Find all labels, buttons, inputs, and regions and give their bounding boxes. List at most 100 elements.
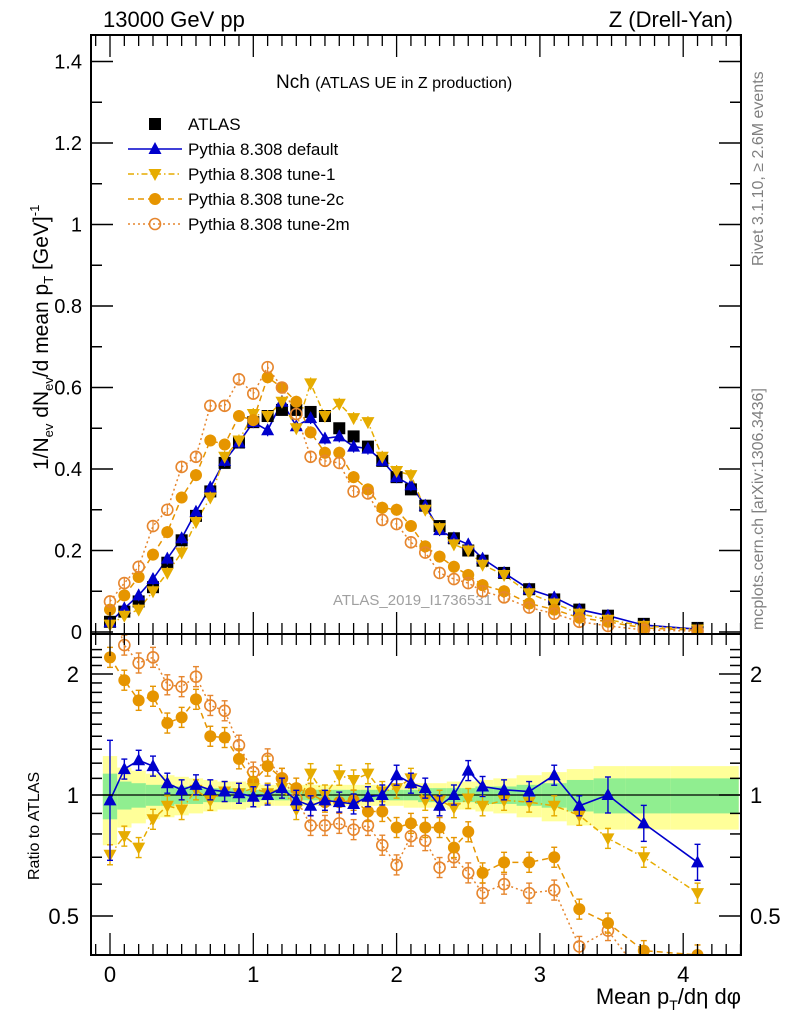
series-point-2 xyxy=(275,396,289,409)
ratio-point-2 xyxy=(189,693,202,706)
ratio-point-0 xyxy=(117,762,131,775)
series-point-4 xyxy=(304,450,317,464)
ratio-point-3 xyxy=(497,877,511,891)
ratio-point-2 xyxy=(161,717,174,730)
ratio-y-tick-label-left: 0.5 xyxy=(48,904,79,929)
series-point-3 xyxy=(404,520,417,533)
svg-text:Mean pT/dη dφ: Mean pT/dη dφ xyxy=(596,984,741,1013)
ratio-point-0 xyxy=(361,789,375,802)
ratio-point-0 xyxy=(347,796,361,809)
series-point-1 xyxy=(318,431,332,444)
series-point-1 xyxy=(304,411,318,424)
ratio-point-2 xyxy=(104,651,116,664)
ratio-point-0 xyxy=(261,788,275,800)
x-tick-label: 4 xyxy=(677,962,689,987)
ratio-point-1 xyxy=(132,842,146,855)
ratio-point-0 xyxy=(572,798,586,811)
series-point-4 xyxy=(390,517,403,531)
ratio-point-2 xyxy=(146,690,159,703)
stat-band xyxy=(625,778,671,814)
y-tick-label: 1 xyxy=(71,215,82,237)
ratio-point-2 xyxy=(404,817,417,830)
legend-label: Pythia 8.308 default xyxy=(188,140,339,159)
mcplots-label: mcplots.cern.ch [arXiv:1306.3436] xyxy=(750,388,767,630)
ratio-point-2 xyxy=(376,805,389,818)
series-point-2 xyxy=(146,586,160,599)
series-point-4 xyxy=(461,576,475,590)
series-point-2 xyxy=(447,539,461,552)
ratio-point-1 xyxy=(547,800,561,813)
ratio-plot-area xyxy=(91,634,741,955)
series-point-2 xyxy=(347,413,361,426)
series-point-1 xyxy=(189,504,203,517)
series-point-1 xyxy=(203,480,217,493)
ratio-point-1 xyxy=(447,802,461,815)
ratio-point-3 xyxy=(547,883,561,897)
ratio-point-0 xyxy=(275,781,289,794)
ratio-point-3 xyxy=(461,866,475,880)
y-tick-label: 0.2 xyxy=(54,541,82,563)
y-tick-label: 0.6 xyxy=(54,378,82,400)
series-point-4 xyxy=(447,572,461,586)
series-point-4 xyxy=(332,456,346,470)
series-point-4 xyxy=(547,607,561,620)
ratio-point-0 xyxy=(218,784,232,797)
series-point-3 xyxy=(347,471,360,484)
ratio-point-1 xyxy=(175,804,189,817)
series-point-4 xyxy=(375,513,389,527)
ratio-point-3 xyxy=(161,678,174,692)
ratio-point-2 xyxy=(573,903,586,916)
y-tick-label: 1.4 xyxy=(54,52,82,74)
ratio-y-tick-label-left: 2 xyxy=(67,662,79,687)
ratio-point-0 xyxy=(375,788,389,800)
ratio-point-2 xyxy=(462,825,475,838)
analysis-watermark: ATLAS_2019_I1736531 xyxy=(333,592,492,609)
series-point-3 xyxy=(204,434,217,447)
ratio-point-2 xyxy=(390,821,403,834)
ratio-point-0 xyxy=(601,788,615,800)
ratio-line-3 xyxy=(119,634,628,955)
svg-text:Nch (ATLAS UE in Z production): Nch (ATLAS UE in Z production) xyxy=(276,72,512,93)
rivet-label: Rivet 3.1.10, ≥ 2.6M events xyxy=(750,71,767,266)
ratio-y-tick-label-left: 1 xyxy=(67,783,79,808)
ratio-point-2 xyxy=(498,856,511,869)
series-point-2 xyxy=(390,466,404,479)
y-tick-label: 0.8 xyxy=(54,296,82,318)
series-point-3 xyxy=(189,469,202,482)
ratio-point-1 xyxy=(203,795,217,808)
ratio-point-1 xyxy=(691,888,705,901)
ratio-y-tick-label-right: 0.5 xyxy=(750,904,781,929)
ratio-point-2 xyxy=(261,760,274,773)
series-point-2 xyxy=(160,567,174,580)
ratio-point-1 xyxy=(347,774,361,787)
series-point-2 xyxy=(433,523,447,536)
series-point-4 xyxy=(218,399,231,413)
series-point-3 xyxy=(175,491,188,504)
y-axis-label-bottom: Ratio to ATLAS xyxy=(26,772,43,880)
series-point-2 xyxy=(375,451,389,464)
series-point-4 xyxy=(247,387,260,400)
series-point-3 xyxy=(218,438,231,451)
series-point-2 xyxy=(404,470,418,483)
ratio-point-3 xyxy=(218,704,231,718)
legend-marker xyxy=(148,142,162,154)
series-point-1 xyxy=(146,572,160,585)
ratio-point-0 xyxy=(246,789,260,802)
series-point-4 xyxy=(146,519,160,533)
series-point-4 xyxy=(175,460,188,474)
series-point-2 xyxy=(261,411,275,424)
series-point-4 xyxy=(433,566,446,580)
series-point-4 xyxy=(232,373,246,386)
series-point-1 xyxy=(404,478,418,491)
series-point-4 xyxy=(497,591,511,604)
legend-label: Pythia 8.308 tune-2c xyxy=(188,190,344,209)
series-point-4 xyxy=(161,503,174,517)
series-point-2 xyxy=(332,398,346,411)
ratio-point-1 xyxy=(601,833,615,846)
ratio-y-tick-label-right: 1 xyxy=(750,783,762,808)
series-point-4 xyxy=(275,381,289,394)
ratio-point-0 xyxy=(497,782,511,795)
ratio-y-tick-label-right: 2 xyxy=(750,662,762,687)
series-point-3 xyxy=(118,589,131,602)
ratio-point-1 xyxy=(418,795,432,808)
